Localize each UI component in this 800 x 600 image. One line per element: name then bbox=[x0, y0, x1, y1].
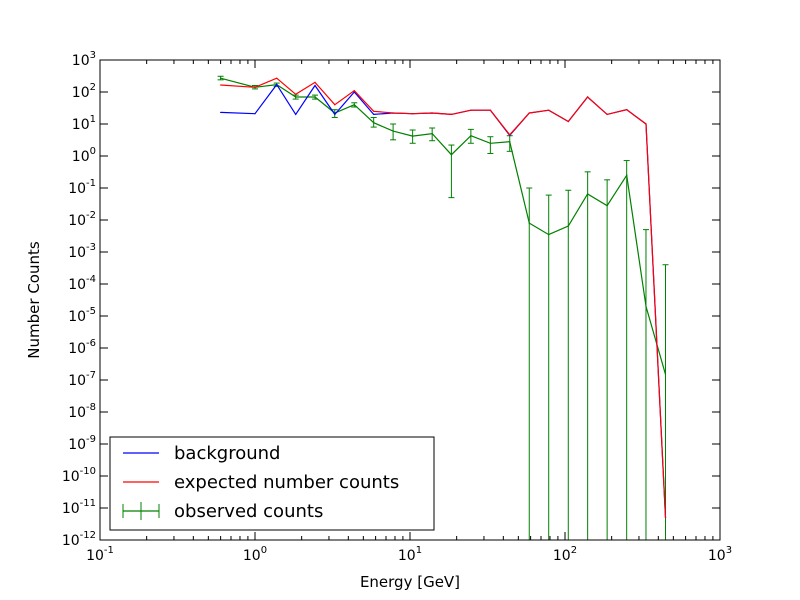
data-point bbox=[664, 517, 667, 519]
data-point bbox=[412, 113, 414, 115]
data-point bbox=[587, 96, 589, 98]
data-point bbox=[314, 96, 316, 98]
data-point bbox=[392, 112, 394, 114]
y-tick-label: 10-10 bbox=[62, 466, 96, 485]
y-tick-label: 10-1 bbox=[68, 178, 96, 197]
data-point bbox=[528, 222, 530, 224]
data-point bbox=[606, 205, 608, 207]
y-tick-label: 10-12 bbox=[62, 530, 96, 549]
data-point bbox=[664, 373, 667, 375]
data-point bbox=[509, 141, 511, 143]
data-point bbox=[353, 90, 355, 92]
data-point bbox=[373, 113, 375, 115]
data-point bbox=[254, 86, 256, 88]
data-point bbox=[606, 113, 608, 115]
data-point bbox=[548, 109, 550, 111]
data-point bbox=[548, 233, 550, 236]
data-point bbox=[314, 84, 316, 87]
x-tick-label: 102 bbox=[553, 545, 577, 564]
data-point bbox=[567, 225, 569, 227]
data-point bbox=[626, 109, 628, 111]
y-tick-label: 101 bbox=[72, 114, 96, 133]
data-point bbox=[276, 77, 278, 79]
y-tick-label: 102 bbox=[72, 82, 96, 101]
data-point bbox=[450, 154, 453, 156]
data-point bbox=[334, 104, 336, 106]
data-point bbox=[626, 174, 628, 176]
data-point bbox=[489, 142, 491, 144]
data-point bbox=[314, 81, 316, 83]
data-point bbox=[470, 109, 472, 111]
y-tick-label: 10-2 bbox=[68, 210, 96, 229]
data-point bbox=[431, 133, 433, 135]
data-point bbox=[276, 84, 278, 86]
data-point bbox=[254, 113, 256, 115]
x-tick-label: 100 bbox=[243, 545, 267, 564]
y-tick-label: 10-6 bbox=[68, 338, 96, 357]
data-point bbox=[450, 113, 453, 115]
legend-label: background bbox=[174, 443, 280, 464]
data-point bbox=[509, 134, 511, 136]
legend-label: observed counts bbox=[174, 501, 323, 522]
x-tick-label: 10-1 bbox=[86, 545, 114, 564]
y-tick-label: 10-3 bbox=[68, 242, 96, 261]
data-point bbox=[567, 120, 569, 123]
plot-frame bbox=[99, 59, 721, 541]
y-tick-label: 10-8 bbox=[68, 402, 96, 421]
legend-box bbox=[109, 436, 435, 531]
data-point bbox=[373, 122, 375, 124]
data-point bbox=[353, 104, 355, 106]
series-expected-number-counts bbox=[220, 77, 667, 519]
y-tick-label: 10-9 bbox=[68, 434, 96, 453]
y-tick-label: 10-5 bbox=[68, 306, 96, 325]
y-tick-label: 10-11 bbox=[62, 498, 96, 517]
data-point bbox=[470, 135, 472, 137]
data-point bbox=[431, 112, 433, 114]
y-axis-title: Number Counts bbox=[25, 241, 43, 359]
data-point bbox=[528, 112, 530, 114]
data-point bbox=[392, 130, 394, 132]
data-point bbox=[220, 111, 222, 114]
series-layer bbox=[217, 75, 669, 540]
y-axis: 10-12 10-11 10-10 10-9 10-8 10-7 10-6 10-5 10-4 1… bbox=[62, 50, 720, 549]
data-point bbox=[412, 135, 414, 137]
data-point bbox=[645, 123, 647, 125]
data-point bbox=[489, 109, 491, 111]
legend-item-expected-number-counts: expected number counts bbox=[123, 472, 399, 493]
y-tick-label: 10-4 bbox=[68, 274, 96, 293]
x-tick-label: 101 bbox=[398, 545, 422, 564]
data-point bbox=[373, 110, 375, 112]
x-tick-label: 103 bbox=[708, 545, 732, 564]
x-axis: 10-1 100 101 102 103 bbox=[86, 60, 732, 564]
legend-label: expected number counts bbox=[174, 472, 399, 493]
data-point bbox=[645, 305, 647, 307]
x-axis-title: Energy [GeV] bbox=[360, 573, 460, 591]
data-point bbox=[334, 113, 336, 115]
data-point bbox=[220, 84, 222, 86]
y-tick-label: 103 bbox=[72, 50, 96, 69]
data-point bbox=[295, 93, 297, 95]
data-point bbox=[220, 77, 222, 79]
y-tick-label: 100 bbox=[72, 146, 96, 165]
data-point bbox=[587, 193, 589, 195]
data-point bbox=[295, 113, 297, 115]
y-tick-label: 10-7 bbox=[68, 370, 96, 389]
series-observed-counts bbox=[217, 75, 669, 540]
data-point bbox=[295, 96, 297, 98]
legend-item-background: background bbox=[123, 443, 280, 464]
legend-item-observed-counts: observed counts bbox=[122, 501, 323, 522]
legend: background expected number counts observed… bbox=[109, 436, 435, 531]
